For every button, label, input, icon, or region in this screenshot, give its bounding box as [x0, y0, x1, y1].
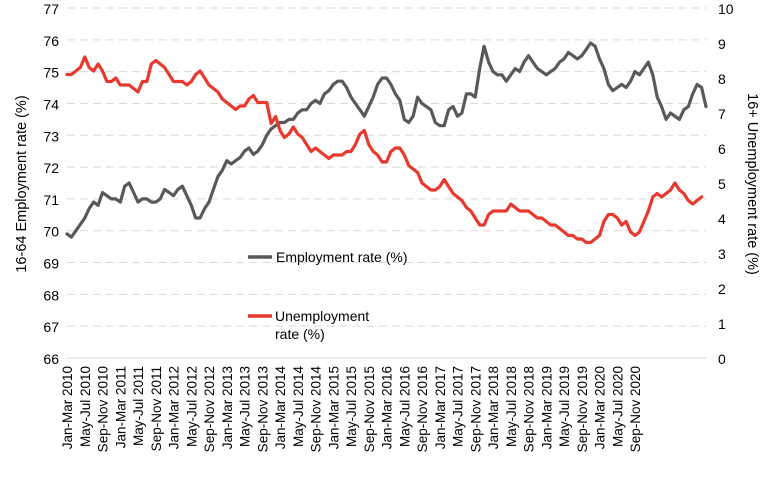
x-tick-label: Jan-Mar 2011: [113, 366, 128, 448]
y-tick-label: 70: [43, 224, 59, 240]
y2-tick-label: 7: [718, 106, 726, 122]
y2-tick-label: 5: [718, 176, 726, 192]
legend-label-unemployment-line1: Unemployment: [275, 308, 369, 324]
legend-label-unemployment-line2: rate (%): [275, 326, 325, 342]
legend-label-employment: Employment rate (%): [276, 249, 407, 265]
x-tick-label: Jan-Mar 2016: [380, 366, 395, 449]
x-tick-label: Jan-Mar 2019: [539, 366, 554, 449]
x-tick-label: May-Jul 2020: [610, 366, 625, 447]
x-tick-label: May-Jul 2016: [397, 366, 412, 447]
y2-tick-label: 1: [718, 316, 726, 332]
y2-tick-label: 2: [718, 281, 726, 297]
legend: Employment rate (%) Unemployment rate (%…: [248, 249, 407, 342]
y-tick-label: 76: [43, 33, 59, 49]
y-tick-label: 73: [43, 128, 59, 144]
y2-tick-label: 6: [718, 141, 726, 157]
x-tick-label: May-Jul 2014: [291, 366, 306, 448]
x-tick-label: Sep-Nov 2017: [468, 366, 483, 452]
x-tick-label: Jan-Mar 2014: [273, 366, 288, 450]
x-tick-label: May-Jul 2011: [131, 366, 146, 446]
y-tick-label: 67: [43, 319, 59, 335]
x-tick-label: May-Jul 2010: [78, 366, 93, 447]
y-tick-label: 75: [43, 65, 59, 81]
x-tick-label: Sep-Nov 2015: [362, 366, 377, 452]
x-tick-label: Sep-Nov 2010: [96, 366, 111, 452]
x-tick-label: Sep-Nov 2012: [202, 366, 217, 452]
x-tick-label: May-Jul 2018: [504, 366, 519, 447]
x-tick-label: Jan-Mar 2013: [220, 366, 235, 449]
x-tick-label: May-Jul 2012: [184, 366, 199, 447]
right-axis-ticks: 0 1 2 3 4 5 6 7 8 9 10: [718, 1, 734, 367]
y2-tick-label: 8: [718, 71, 726, 87]
x-tick-label: Jan-Mar 2017: [433, 366, 448, 449]
y2-tick-label: 4: [718, 211, 726, 227]
y2-axis-title: 16+ Unemployment rate (%): [744, 93, 760, 275]
y2-tick-label: 3: [718, 246, 726, 262]
x-tick-label: Jan-Mar 2015: [326, 366, 341, 449]
y-tick-label: 74: [43, 96, 59, 112]
x-tick-label: May-Jul 2017: [451, 366, 466, 447]
y-tick-label: 77: [43, 1, 59, 17]
y2-tick-label: 10: [718, 1, 734, 17]
x-tick-label: Sep-Nov 2011: [149, 366, 164, 451]
x-tick-label: Sep-Nov 2013: [255, 366, 270, 452]
unemployment-rate-line: [65, 55, 704, 245]
y-tick-label: 68: [43, 287, 59, 303]
left-axis-ticks: 66 67 68 69 70 71 72 73 74 75 76 77: [43, 1, 59, 367]
x-tick-label: May-Jul 2019: [557, 366, 572, 447]
y-tick-label: 69: [43, 256, 59, 272]
y-tick-label: 72: [43, 160, 59, 176]
x-tick-label: Sep-Nov 2019: [575, 366, 590, 452]
y-tick-label: 66: [43, 351, 59, 367]
x-tick-label: Sep-Nov 2018: [522, 366, 537, 452]
y-tick-label: 71: [43, 192, 59, 208]
x-tick-label: Sep-Nov 2014: [309, 366, 324, 453]
x-tick-label: May-Jul 2013: [238, 366, 253, 447]
x-tick-label: Sep-Nov 2016: [415, 366, 430, 452]
x-tick-label: Jan-Mar 2018: [486, 366, 501, 449]
x-tick-label: Jan-Mar 2010: [60, 366, 75, 449]
y-axis-title: 16-64 Employment rate (%): [14, 95, 30, 272]
y2-tick-label: 9: [718, 36, 726, 52]
x-tick-label: Jan-Mar 2020: [593, 366, 608, 449]
gridlines: [67, 7, 706, 359]
x-tick-label: May-Jul 2015: [344, 366, 359, 447]
x-tick-label: Jan-Mar 2012: [167, 366, 182, 449]
x-axis-ticks: Jan-Mar 2010 May-Jul 2010 Sep-Nov 2010 Jan-…: [60, 366, 643, 453]
series-lines: [65, 41, 708, 245]
y2-tick-label: 0: [718, 351, 726, 367]
x-tick-label: Sep-Nov 2020: [628, 366, 643, 452]
employment-rate-line: [65, 41, 708, 239]
